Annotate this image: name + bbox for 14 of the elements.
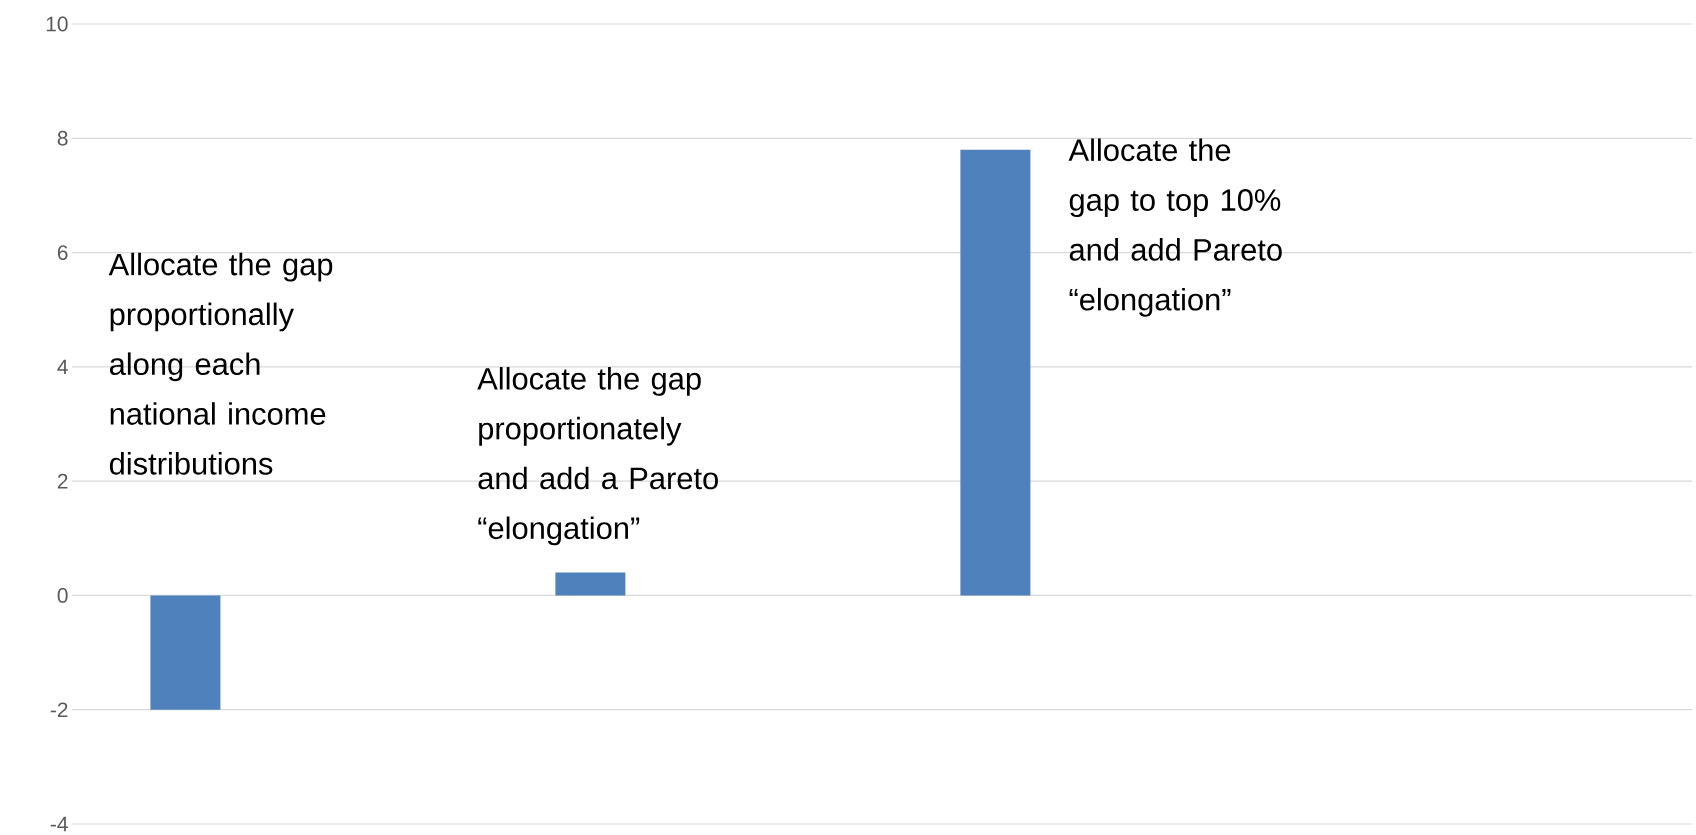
y-tick-label: 2 <box>57 473 68 489</box>
y-tick-label: 8 <box>57 130 68 146</box>
y-tick-label: -2 <box>50 702 68 718</box>
bar <box>150 595 221 710</box>
y-tick-label: 10 <box>46 16 68 32</box>
y-tick-label: 4 <box>57 359 68 375</box>
y-tick-label: -4 <box>50 816 68 832</box>
y-tick-label: 6 <box>57 245 68 260</box>
bar <box>555 572 626 596</box>
annotation: Allocate the gap proportionally along each national income distributions <box>108 252 333 475</box>
y-tick-label: 0 <box>57 588 68 603</box>
annotation: Allocate the gap proportionately and add a Pareto “elongation” <box>477 367 718 546</box>
annotation: Allocate the gap to top 10% and add Pareto “elongation” <box>1068 138 1282 317</box>
bar <box>960 149 1031 596</box>
